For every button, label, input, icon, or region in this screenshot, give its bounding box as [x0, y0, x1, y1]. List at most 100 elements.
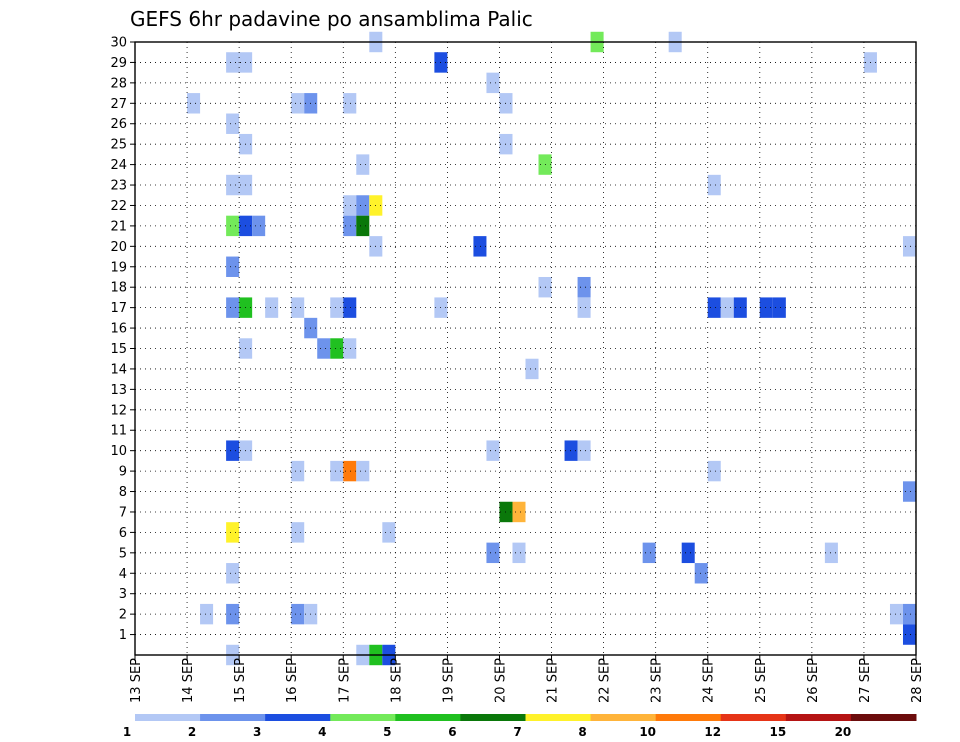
heatmap-cell: [330, 460, 344, 482]
heatmap-cell: [486, 542, 500, 564]
x-tick-label: 20 SEP: [493, 658, 508, 703]
heatmap-cell: [226, 174, 240, 196]
heatmap-cell: [512, 542, 526, 564]
heatmap-cell: [226, 603, 240, 625]
heatmap-cell: [486, 72, 500, 94]
heatmap-cell: [291, 603, 305, 625]
heatmap-cell: [577, 440, 591, 461]
heatmap-cell: [525, 358, 539, 380]
y-tick-label: 18: [110, 281, 127, 296]
colorbar-swatch: [655, 714, 722, 721]
colorbar-label: 4: [318, 725, 326, 739]
colorbar-label: 6: [448, 725, 456, 739]
heatmap-cell: [356, 460, 370, 482]
heatmap-cell: [824, 542, 838, 564]
heatmap-cell: [226, 256, 240, 277]
heatmap-cell: [512, 501, 526, 523]
y-tick-label: 22: [110, 199, 127, 214]
heatmap-cell: [707, 460, 721, 482]
heatmap-cell: [330, 338, 344, 359]
heatmap-cell: [330, 297, 344, 318]
heatmap-cell: [291, 297, 305, 318]
heatmap-cell: [902, 236, 916, 257]
heatmap-cell: [642, 542, 656, 564]
colorbar-swatch: [200, 714, 266, 721]
x-tick-label: 14 SEP: [181, 658, 196, 703]
heatmap-cell: [291, 522, 305, 543]
heatmap-cell: [681, 542, 695, 564]
x-tick-label: 21 SEP: [546, 658, 561, 703]
x-tick-label: 24 SEP: [702, 658, 717, 703]
y-tick-label: 28: [110, 76, 127, 91]
heatmap-cell: [343, 93, 357, 114]
y-tick-label: 16: [110, 322, 127, 337]
colorbar-swatch: [330, 714, 396, 721]
y-tick-label: 30: [110, 36, 127, 51]
y-tick-label: 25: [110, 138, 127, 153]
heatmap-cell: [759, 297, 773, 318]
y-tick-label: 11: [110, 424, 127, 439]
y-tick-label: 12: [110, 403, 127, 418]
y-axis-ticks: 1234567891011121314151617181920212223242…: [110, 36, 135, 643]
heatmap-cell: [356, 154, 370, 175]
y-tick-label: 19: [110, 260, 127, 275]
heatmap-cell: [707, 297, 721, 318]
heatmap-cell: [382, 522, 396, 543]
colorbar-label: 2: [188, 725, 196, 739]
x-tick-label: 22 SEP: [598, 658, 613, 703]
grid-lines: [135, 41, 916, 655]
heatmap-cell: [317, 338, 331, 359]
colorbar-swatch: [460, 714, 526, 721]
colorbar-label: 10: [639, 725, 656, 739]
y-tick-label: 13: [110, 383, 127, 398]
x-tick-label: 27 SEP: [858, 658, 873, 703]
chart-title: GEFS 6hr padavine po ansamblima Palic: [130, 7, 533, 31]
y-tick-label: 10: [110, 444, 127, 459]
colorbar: 1 2 3 4 5 6 7 8 10 12 15 20: [123, 714, 917, 739]
heatmap-cell: [902, 481, 916, 502]
colorbar-swatch: [525, 714, 592, 721]
y-tick-label: 4: [119, 567, 127, 582]
heatmap-cell: [343, 297, 357, 318]
y-tick-label: 17: [110, 301, 127, 316]
colorbar-label: 15: [769, 725, 786, 739]
heatmap-cell: [356, 215, 370, 237]
y-tick-label: 1: [119, 628, 127, 643]
heatmap-cell: [265, 297, 279, 318]
heatmap-cell: [226, 113, 240, 134]
y-tick-label: 21: [110, 219, 127, 234]
colorbar-swatch: [850, 714, 917, 721]
colorbar-swatch: [395, 714, 461, 721]
heatmap-cell: [226, 522, 240, 543]
heatmap-cell: [772, 297, 786, 318]
y-tick-label: 2: [119, 608, 127, 623]
heatmap-cell: [720, 297, 734, 318]
heatmap-cell: [902, 603, 916, 625]
heatmap-cell: [707, 174, 721, 196]
heatmap-cell: [343, 460, 357, 482]
y-tick-label: 14: [110, 362, 127, 377]
colorbar-label: 5: [383, 725, 391, 739]
heatmap-cell: [343, 215, 357, 237]
y-tick-label: 5: [119, 546, 127, 561]
y-tick-label: 8: [119, 485, 127, 500]
x-tick-label: 19 SEP: [441, 658, 456, 703]
y-tick-label: 15: [110, 342, 127, 357]
colorbar-label: 8: [578, 725, 586, 739]
colorbar-label: 20: [835, 725, 852, 739]
heatmap-cells: [187, 31, 916, 666]
heatmap-cell: [889, 603, 903, 625]
heatmap-cell: [343, 195, 357, 216]
heatmap-cell: [564, 440, 578, 461]
heatmap-cell: [200, 603, 214, 625]
x-tick-label: 16 SEP: [285, 658, 300, 703]
colorbar-swatch: [785, 714, 852, 721]
heatmap-cell: [187, 93, 201, 114]
colorbar-label: 3: [253, 725, 261, 739]
colorbar-label: 1: [123, 725, 131, 739]
heatmap-cell: [577, 297, 591, 318]
colorbar-swatch: [265, 714, 331, 721]
heatmap-cell: [291, 93, 305, 114]
y-tick-label: 3: [119, 587, 127, 602]
